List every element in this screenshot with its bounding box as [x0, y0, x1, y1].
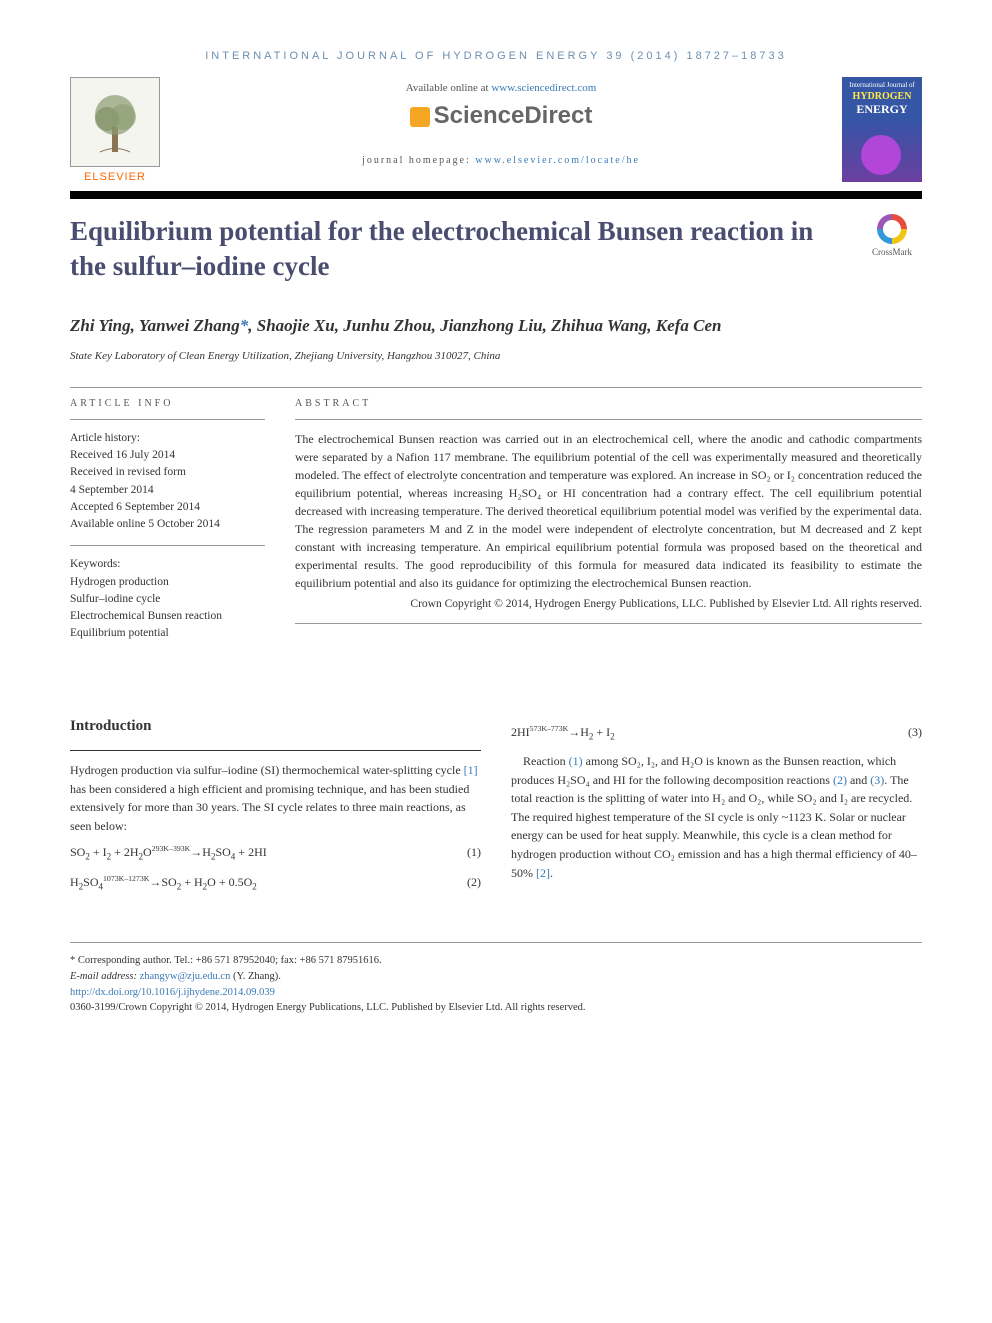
article-history-block: Article history: Received 16 July 2014 R…	[70, 430, 265, 534]
keyword-2: Sulfur–iodine cycle	[70, 591, 265, 608]
sciencedirect-icon	[410, 107, 430, 127]
sciencedirect-url-link[interactable]: www.sciencedirect.com	[491, 82, 596, 94]
history-revised-1: Received in revised form	[70, 464, 265, 481]
tree-svg	[80, 87, 150, 157]
equation-2: H2SO41073K–1273K→SO2 + H2O + 0.5O2 (2)	[70, 873, 481, 894]
crossmark-badge[interactable]: CrossMark	[862, 214, 922, 284]
crossmark-label: CrossMark	[862, 247, 922, 257]
eq3-body: 2HI573K–773K→H2 + I2	[511, 723, 615, 744]
available-prefix: Available online at	[406, 82, 492, 94]
homepage-prefix: journal homepage:	[362, 155, 475, 166]
eq-ref-1[interactable]: (1)	[569, 754, 583, 768]
info-abstract-row: ARTICLE INFO Article history: Received 1…	[70, 398, 922, 655]
issn-copyright: 0360-3199/Crown Copyright © 2014, Hydrog…	[70, 1000, 922, 1016]
eq2-body: H2SO41073K–1273K→SO2 + H2O + 0.5O2	[70, 873, 257, 894]
left-column: Introduction Hydrogen production via sul…	[70, 715, 481, 902]
journal-cover-thumbnail: International Journal of HYDROGEN ENERGY	[842, 77, 922, 182]
sciencedirect-logo: ScienceDirect	[180, 102, 822, 130]
doi-link[interactable]: http://dx.doi.org/10.1016/j.ijhydene.201…	[70, 987, 275, 998]
intro-p2-c: and	[847, 773, 870, 787]
top-header-section: ELSEVIER Available online at www.science…	[70, 77, 922, 183]
keywords-block: Keywords: Hydrogen production Sulfur–iod…	[70, 556, 265, 642]
eq3-number: (3)	[908, 723, 922, 744]
authors-part2: , Shaojie Xu, Junhu Zhou, Jianzhong Liu,…	[248, 316, 721, 335]
introduction-heading: Introduction	[70, 715, 481, 738]
email-name: (Y. Zhang).	[230, 971, 281, 982]
abstract-copyright: Crown Copyright © 2014, Hydrogen Energy …	[295, 596, 922, 613]
right-column: 2HI573K–773K→H2 + I2 (3) Reaction (1) am…	[511, 715, 922, 902]
divider-above-abstract	[70, 387, 922, 388]
abstract-divider-bottom	[295, 623, 922, 624]
cover-hydrogen-text: HYDROGEN	[846, 91, 918, 102]
abstract-text: The electrochemical Bunsen reaction was …	[295, 430, 922, 592]
cover-energy-text: ENERGY	[846, 102, 918, 117]
keyword-4: Equilibrium potential	[70, 625, 265, 642]
eq1-body: SO2 + I2 + 2H2O293K–393K→H2SO4 + 2HI	[70, 843, 267, 864]
intro-divider	[70, 750, 481, 751]
sciencedirect-text: ScienceDirect	[434, 102, 593, 129]
article-info-heading: ARTICLE INFO	[70, 398, 265, 409]
title-row: Equilibrium potential for the electroche…	[70, 214, 922, 284]
email-line: E-mail address: zhangyw@zju.edu.cn (Y. Z…	[70, 969, 922, 985]
intro-p2-e: .	[550, 866, 553, 880]
intro-p2-a: Reaction	[523, 754, 569, 768]
eq-ref-3[interactable]: (3)	[870, 773, 884, 787]
history-accepted: Accepted 6 September 2014	[70, 499, 265, 516]
journal-homepage-link[interactable]: www.elsevier.com/locate/he	[475, 155, 640, 166]
cover-top-text: International Journal of	[846, 81, 918, 89]
black-divider	[70, 191, 922, 199]
crossmark-icon	[877, 214, 907, 244]
eq-ref-2[interactable]: (2)	[833, 773, 847, 787]
equation-3: 2HI573K–773K→H2 + I2 (3)	[511, 723, 922, 744]
article-info-column: ARTICLE INFO Article history: Received 1…	[70, 398, 265, 655]
cover-graphic	[846, 125, 916, 180]
footer-section: * Corresponding author. Tel.: +86 571 87…	[70, 942, 922, 1016]
keyword-1: Hydrogen production	[70, 574, 265, 591]
eq1-number: (1)	[467, 843, 481, 864]
abstract-heading: ABSTRACT	[295, 398, 922, 409]
elsevier-logo-block: ELSEVIER	[70, 77, 160, 183]
elsevier-wordmark: ELSEVIER	[70, 171, 160, 183]
elsevier-tree-icon	[70, 77, 160, 167]
history-received: Received 16 July 2014	[70, 447, 265, 464]
authors-list: Zhi Ying, Yanwei Zhang*, Shaojie Xu, Jun…	[70, 314, 922, 338]
intro-p1-a: Hydrogen production via sulfur–iodine (S…	[70, 763, 464, 777]
abstract-divider	[295, 419, 922, 420]
history-label: Article history:	[70, 430, 265, 447]
info-divider-1	[70, 419, 265, 420]
journal-homepage-text: journal homepage: www.elsevier.com/locat…	[180, 155, 822, 166]
authors-part1: Zhi Ying, Yanwei Zhang	[70, 316, 240, 335]
email-label: E-mail address:	[70, 971, 140, 982]
eq2-number: (2)	[467, 873, 481, 894]
keywords-label: Keywords:	[70, 556, 265, 573]
abstract-column: ABSTRACT The electrochemical Bunsen reac…	[295, 398, 922, 655]
ref-link-1[interactable]: [1]	[464, 763, 478, 777]
keyword-3: Electrochemical Bunsen reaction	[70, 608, 265, 625]
corresponding-author-note: * Corresponding author. Tel.: +86 571 87…	[70, 953, 922, 969]
info-divider-2	[70, 545, 265, 546]
article-title: Equilibrium potential for the electroche…	[70, 214, 842, 284]
ref-link-2[interactable]: [2]	[536, 866, 550, 880]
available-online-text: Available online at www.sciencedirect.co…	[180, 82, 822, 94]
intro-p2-d: . The total reaction is the splitting of…	[511, 773, 917, 880]
corresponding-asterisk: *	[240, 316, 249, 335]
history-revised-2: 4 September 2014	[70, 482, 265, 499]
affiliation: State Key Laboratory of Clean Energy Uti…	[70, 350, 922, 362]
body-two-column: Introduction Hydrogen production via sul…	[70, 715, 922, 902]
intro-paragraph-1: Hydrogen production via sulfur–iodine (S…	[70, 761, 481, 835]
history-online: Available online 5 October 2014	[70, 516, 265, 533]
email-link[interactable]: zhangyw@zju.edu.cn	[140, 971, 231, 982]
journal-citation-header: INTERNATIONAL JOURNAL OF HYDROGEN ENERGY…	[70, 50, 922, 62]
intro-paragraph-2: Reaction (1) among SO₂, I₂, and H₂O is k…	[511, 752, 922, 882]
equation-1: SO2 + I2 + 2H2O293K–393K→H2SO4 + 2HI (1)	[70, 843, 481, 864]
center-header: Available online at www.sciencedirect.co…	[180, 77, 822, 166]
intro-p1-b: has been considered a high efficient and…	[70, 782, 469, 833]
